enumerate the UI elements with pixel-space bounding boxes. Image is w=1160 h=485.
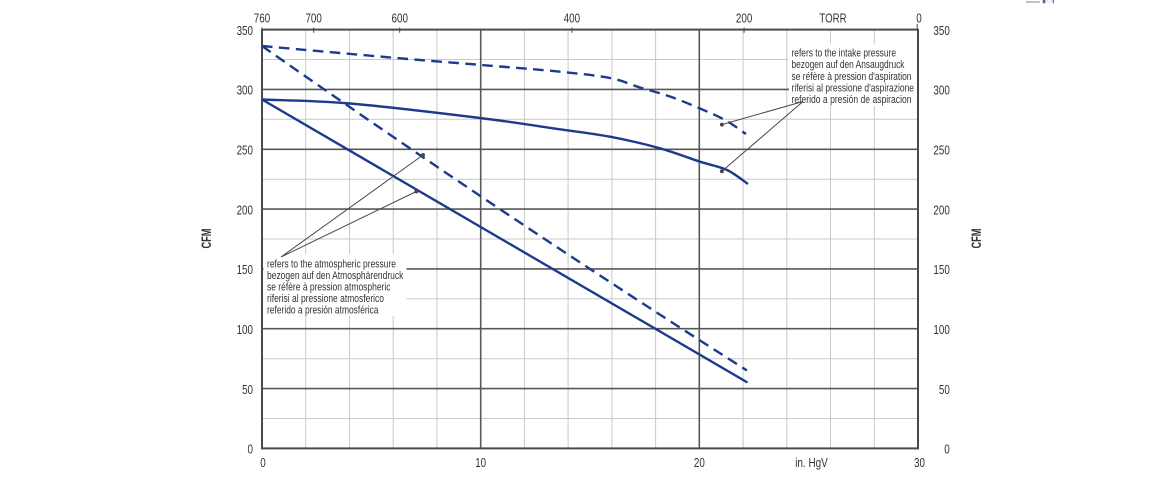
- svg-text:350: 350: [933, 24, 949, 38]
- svg-text:0: 0: [248, 443, 254, 457]
- svg-text:200: 200: [736, 11, 752, 25]
- svg-text:0: 0: [260, 456, 266, 470]
- svg-text:se réfère à pression d'aspirat: se réfère à pression d'aspiration: [792, 71, 912, 83]
- svg-text:100: 100: [237, 323, 253, 337]
- svg-text:700: 700: [305, 11, 321, 25]
- svg-text:riferisi al pressione atmosfer: riferisi al pressione atmosferico: [267, 293, 384, 305]
- svg-text:bezogen auf den Ansaugdruck: bezogen auf den Ansaugdruck: [792, 59, 906, 71]
- svg-text:50: 50: [939, 383, 950, 397]
- svg-text:referido a presión atmosférica: referido a presión atmosférica: [267, 305, 379, 317]
- svg-text:300: 300: [237, 84, 253, 98]
- svg-text:250: 250: [237, 143, 253, 157]
- svg-text:300: 300: [933, 84, 949, 98]
- svg-text:CFM: CFM: [199, 229, 214, 249]
- svg-text:400: 400: [564, 11, 580, 25]
- svg-text:refers to the intake pressure: refers to the intake pressure: [792, 48, 897, 60]
- svg-text:350: 350: [237, 24, 253, 38]
- svg-text:riferisi al pressione d'aspira: riferisi al pressione d'aspirazione: [792, 82, 915, 94]
- svg-text:bezogen auf den Atmosphärendru: bezogen auf den Atmosphärendruck: [267, 270, 404, 282]
- svg-text:250: 250: [933, 143, 949, 157]
- svg-text:se réfère à pression atmospher: se réfère à pression atmospheric: [267, 282, 391, 294]
- svg-text:150: 150: [237, 263, 253, 277]
- svg-text:refers to the atmospheric pres: refers to the atmospheric pressure: [267, 258, 396, 270]
- svg-text:100: 100: [933, 323, 949, 337]
- svg-text:0: 0: [916, 11, 922, 25]
- svg-text:in. HgV: in. HgV: [795, 456, 828, 470]
- svg-text:20: 20: [694, 456, 705, 470]
- svg-text:CFM: CFM: [969, 229, 984, 249]
- svg-text:0: 0: [944, 443, 950, 457]
- svg-text:50: 50: [242, 383, 253, 397]
- svg-text:30: 30: [914, 456, 925, 470]
- svg-text:referido a presión de aspiraci: referido a presión de aspiracion: [792, 94, 912, 106]
- svg-text:TORR: TORR: [819, 11, 846, 25]
- svg-text:150: 150: [933, 263, 949, 277]
- svg-text:760: 760: [254, 11, 270, 25]
- svg-text:10: 10: [475, 456, 486, 470]
- svg-text:200: 200: [237, 203, 253, 217]
- svg-text:600: 600: [392, 11, 408, 25]
- svg-text:200: 200: [933, 203, 949, 217]
